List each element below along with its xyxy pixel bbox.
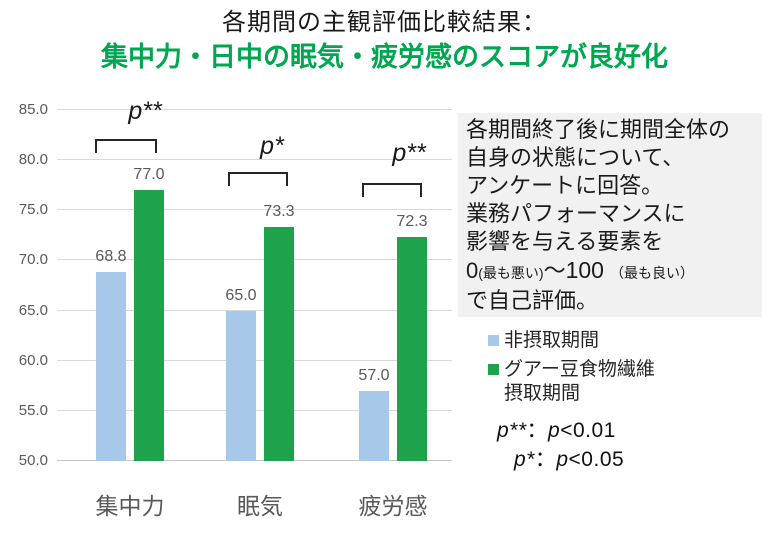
bar-intake (264, 227, 294, 461)
gridline (57, 259, 452, 261)
legend-label-control: 非摂取期間 (504, 330, 600, 351)
scale-best: （最も良い） (609, 265, 694, 281)
significance-label: p* (260, 132, 284, 160)
x-axis-label: 疲労感 (358, 493, 428, 519)
scale-worst: (最も悪い) (478, 265, 544, 281)
bar-value-label: 73.3 (263, 203, 295, 221)
info-line: 影響を与える要素を (466, 229, 664, 254)
gridline (57, 159, 452, 161)
info-line: 各期間終了後に期間全体の (466, 117, 731, 142)
bar-intake (397, 237, 427, 461)
legend-item-intake: グアー豆食物繊維 摂取期間 (488, 358, 655, 406)
bar-control (96, 272, 126, 461)
sig-threshold: <0.05 (568, 448, 625, 471)
sig-symbol: p** (497, 419, 527, 442)
scale-tilde: ～ (543, 258, 566, 283)
significance-label: p** (128, 97, 162, 125)
sig-p: p (548, 419, 561, 442)
bar-value-label: 72.3 (396, 213, 428, 231)
y-axis-tick-label: 85.0 (18, 100, 48, 118)
sig-colon: ： (534, 448, 557, 471)
bar-control (359, 390, 389, 461)
significance-label: p** (392, 139, 426, 167)
scale-zero: 0 (466, 258, 479, 283)
info-line: で自己評価。 (466, 288, 599, 313)
info-scale-line: 0(最も悪い)～100 （最も良い） (466, 256, 754, 287)
legend-swatch-blue (488, 335, 499, 346)
info-box: 各期間終了後に期間全体の 自身の状態について、 アンケートに回答。 業務パフォー… (458, 113, 762, 317)
bar-intake (134, 190, 164, 461)
significance-bracket (95, 139, 157, 153)
legend-swatch-green (488, 364, 499, 375)
page-title: 各期間の主観評価比較結果： (222, 9, 547, 36)
y-axis-tick-label: 75.0 (18, 201, 48, 219)
bar-value-label: 65.0 (225, 286, 257, 304)
info-line: 業務パフォーマンスに (466, 201, 686, 226)
scale-hundred: 100 (565, 257, 604, 283)
sig-p: p (556, 448, 569, 471)
bar-value-label: 68.8 (95, 248, 127, 266)
bar-value-label: 77.0 (133, 166, 165, 184)
legend-label-intake-line1: グアー豆食物繊維 (504, 359, 655, 380)
y-axis-tick-label: 65.0 (18, 301, 48, 319)
y-axis-tick-label: 55.0 (18, 401, 48, 419)
gridline (57, 309, 452, 311)
x-axis-label: 集中力 (95, 493, 165, 519)
sig-colon: ： (526, 419, 549, 442)
legend-label-intake: グアー豆食物繊維 摂取期間 (504, 358, 655, 406)
gridline (57, 108, 452, 110)
significance-bracket (362, 183, 422, 197)
legend-item-control: 非摂取期間 (488, 329, 655, 353)
info-line: 自身の状態について、 (466, 145, 685, 170)
y-axis-tick-label: 70.0 (18, 251, 48, 269)
significance-bracket (228, 172, 288, 186)
bar-value-label: 57.0 (358, 366, 390, 384)
gridline (57, 209, 452, 211)
page-subtitle: 集中力・日中の眠気・疲労感のスコアが良好化 (101, 42, 668, 72)
y-axis-tick-label: 60.0 (18, 351, 48, 369)
sig-symbol: p* (514, 448, 535, 471)
legend-label-intake-line2: 摂取期間 (504, 383, 581, 404)
x-axis-label: 眠気 (237, 493, 283, 519)
y-axis-tick-label: 80.0 (18, 151, 48, 169)
info-line: アンケートに回答。 (466, 173, 664, 198)
sig-threshold: <0.01 (560, 419, 616, 442)
significance-note-1: p**：p<0.01 (497, 414, 616, 444)
y-axis-tick-label: 50.0 (18, 452, 48, 469)
legend: 非摂取期間 グアー豆食物繊維 摂取期間 (488, 329, 655, 411)
significance-note-2: p*：p<0.05 (514, 443, 624, 473)
bar-control (226, 310, 256, 461)
